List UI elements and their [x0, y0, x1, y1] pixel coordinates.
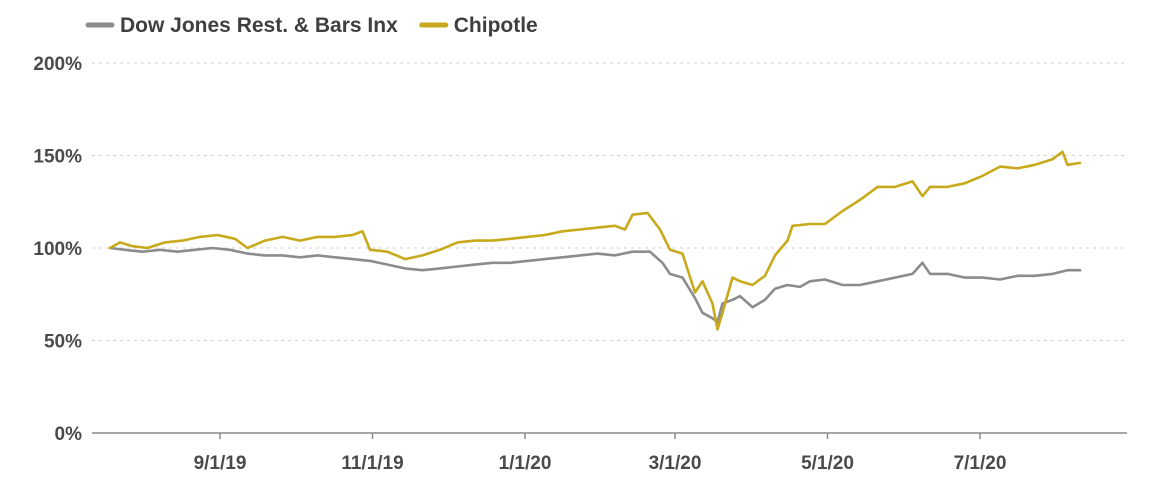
gridlines [92, 62, 1127, 341]
y-tick-label: 50% [44, 332, 82, 353]
x-tick-label: 9/1/19 [194, 453, 247, 474]
x-tick-label: 5/1/20 [801, 453, 854, 474]
y-axis-ticks: 0% 50% 100% 150% 200% [33, 54, 82, 445]
y-tick-label: 200% [33, 54, 82, 75]
legend-label: Dow Jones Rest. & Bars Inx [120, 14, 398, 37]
x-axis-ticks: 9/1/19 11/1/19 1/1/20 3/1/20 5/1/20 7/1/20 [194, 433, 1007, 474]
legend: Dow Jones Rest. & Bars Inx Chipotle [85, 14, 538, 37]
x-tick-label: 1/1/20 [499, 453, 552, 474]
x-tick-label: 7/1/20 [954, 453, 1007, 474]
series-line-chipotle [108, 150, 1082, 331]
x-tick-label: 11/1/19 [341, 453, 403, 474]
legend-label: Chipotle [454, 14, 538, 37]
y-tick-label: 0% [55, 424, 83, 445]
y-tick-label: 150% [33, 147, 82, 168]
series-line-dow-jones [108, 246, 1082, 324]
legend-item: Dow Jones Rest. & Bars Inx [85, 14, 398, 37]
legend-item: Chipotle [419, 14, 538, 37]
x-tick-label: 3/1/20 [649, 453, 702, 474]
series-lines [108, 150, 1082, 331]
y-tick-label: 100% [33, 239, 82, 260]
